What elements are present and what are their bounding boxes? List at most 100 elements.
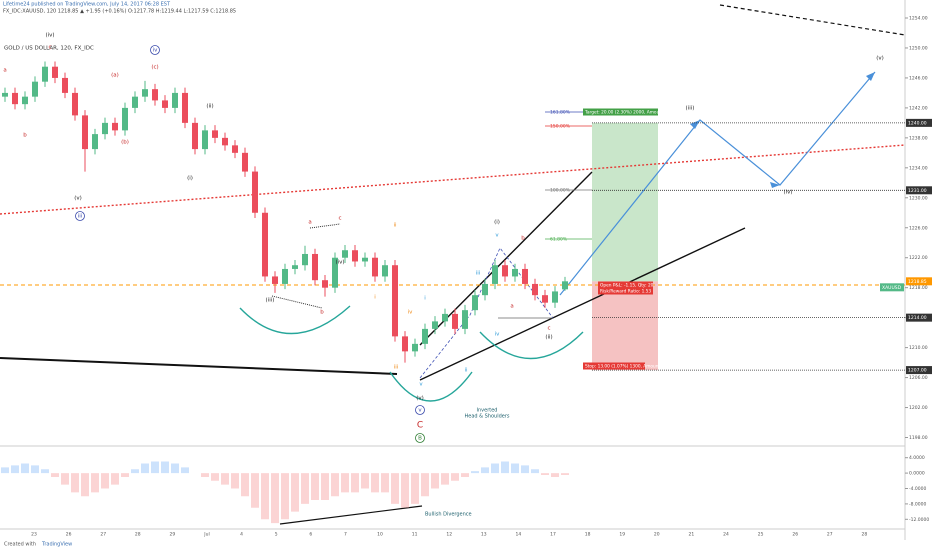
- arrow-head: [690, 120, 700, 129]
- trade-label: Stop: 13.00 (1.07%) 1300, Amount: 757: [585, 364, 671, 370]
- candle-body: [412, 343, 418, 352]
- wave-label: ii: [393, 223, 397, 229]
- candle-body: [162, 100, 168, 108]
- price-tag: [906, 277, 932, 286]
- wave-label: B: [418, 436, 422, 442]
- wave-label: (iv): [783, 190, 792, 196]
- wave-label: b: [320, 310, 324, 316]
- wave-label: v: [495, 233, 499, 239]
- price-tag-label: 1207.00: [908, 368, 927, 374]
- candle-body: [462, 310, 468, 329]
- divergence-label: Bullish Divergence: [425, 512, 472, 518]
- wave-label: a: [308, 220, 311, 226]
- x-tick-label: 5: [275, 532, 278, 538]
- candle-body: [252, 171, 258, 213]
- divergence-line: [279, 505, 423, 525]
- publisher: Lifetime24 published on TradingView.com,…: [3, 2, 171, 8]
- price-tag: [906, 313, 932, 322]
- candle-body: [332, 257, 338, 288]
- candle-body: [182, 92, 188, 123]
- candle-body: [322, 280, 328, 288]
- price-tag-label: 1214.00: [908, 315, 927, 321]
- candle-body: [492, 265, 498, 284]
- candle-body: [302, 253, 308, 266]
- y-tick-label: 1254.00: [909, 16, 928, 22]
- x-tick-label: 26: [792, 532, 798, 538]
- x-tick-label: 13: [481, 532, 487, 538]
- candle-body: [342, 250, 348, 258]
- x-tick-label: 25: [758, 532, 764, 538]
- pattern-label: Inverted: [477, 408, 498, 414]
- x-tick-label: 12: [446, 532, 452, 538]
- wave-label: C: [417, 421, 423, 431]
- dashed-trendline: [719, 4, 906, 36]
- x-tick-label: 21: [689, 532, 695, 538]
- y-tick-label: 1242.00: [909, 105, 928, 111]
- wave-label: iii: [394, 365, 399, 371]
- wave-label: ii: [464, 368, 468, 374]
- projection-path: [559, 71, 876, 296]
- trade-group: [592, 122, 658, 371]
- x-tick-label: 27: [827, 532, 833, 538]
- shoulder-arc: [479, 331, 584, 360]
- lower-channel: [419, 227, 746, 381]
- wave-label: (iii): [686, 106, 695, 112]
- shoulder-arc: [239, 305, 351, 335]
- quote: FX_IDC:XAUUSD, 120 1218.85 ▲ +1.95 (+0.1…: [3, 9, 236, 15]
- fib-label: 150.00%: [550, 124, 571, 130]
- osc-tick-label: -4.0000: [909, 486, 927, 492]
- candle-body: [2, 92, 8, 97]
- x-tick-label: Jul: [203, 532, 209, 538]
- wave-label: (iii): [266, 298, 275, 304]
- wave-label: i: [424, 296, 426, 302]
- candle-body: [242, 152, 248, 172]
- wave-label: (iv): [45, 33, 54, 39]
- wave-label: c: [48, 45, 51, 51]
- candle-body: [172, 92, 178, 108]
- candle-body: [32, 81, 38, 97]
- y-tick-label: 1246.00: [909, 75, 928, 81]
- x-tick-label: 17: [550, 532, 556, 538]
- dotted-line: [271, 295, 323, 309]
- wave-label: (v): [876, 56, 884, 62]
- y-tick-label: 1250.00: [909, 45, 928, 51]
- osc-tick-label: -8.0000: [909, 501, 927, 507]
- chart-title: GOLD / US DOLLAR, 120, FX_IDC: [4, 46, 94, 52]
- wave-circle: [415, 433, 425, 443]
- x-tick-label: 14: [516, 532, 522, 538]
- candle-body: [152, 89, 158, 101]
- candle-body: [532, 283, 538, 296]
- x-tick-label: 28: [135, 532, 141, 538]
- wave-label: b: [23, 133, 27, 139]
- candle-body: [542, 295, 548, 303]
- osc-tick-label: 0.0000: [909, 471, 925, 477]
- y-tick-label: 1198.00: [909, 435, 928, 441]
- candle-body: [192, 122, 198, 150]
- candle-body: [512, 268, 518, 277]
- y-tick-label: 1234.00: [909, 165, 928, 171]
- wave-label: iv: [408, 310, 414, 316]
- x-tick-label: 4: [240, 532, 243, 538]
- trade-label-bg: [598, 281, 653, 289]
- price-tag: [906, 118, 932, 127]
- trade-label-bg: [583, 362, 645, 370]
- wave-label: (i): [494, 220, 500, 226]
- wave-label: (iv): [335, 260, 344, 266]
- trade-label: Open P&L: -1.15, Qty: 20: [600, 283, 654, 289]
- candle-body: [282, 268, 288, 284]
- candle-body: [552, 291, 558, 303]
- candle-body: [432, 321, 438, 329]
- wave-label: v: [418, 408, 422, 414]
- pattern-label: Head & Shoulders: [464, 414, 509, 420]
- candle-body: [142, 89, 148, 97]
- price-tag-label: 1231.00: [908, 188, 927, 194]
- candle-body: [372, 257, 378, 277]
- wave-label: (c): [151, 65, 158, 71]
- wave-label: iii: [78, 214, 83, 220]
- candle-body: [352, 250, 358, 262]
- stop-zone: [592, 281, 658, 371]
- candle-body: [502, 265, 508, 277]
- y-tick-label: 1226.00: [909, 225, 928, 231]
- wave-label: (ii): [206, 104, 213, 110]
